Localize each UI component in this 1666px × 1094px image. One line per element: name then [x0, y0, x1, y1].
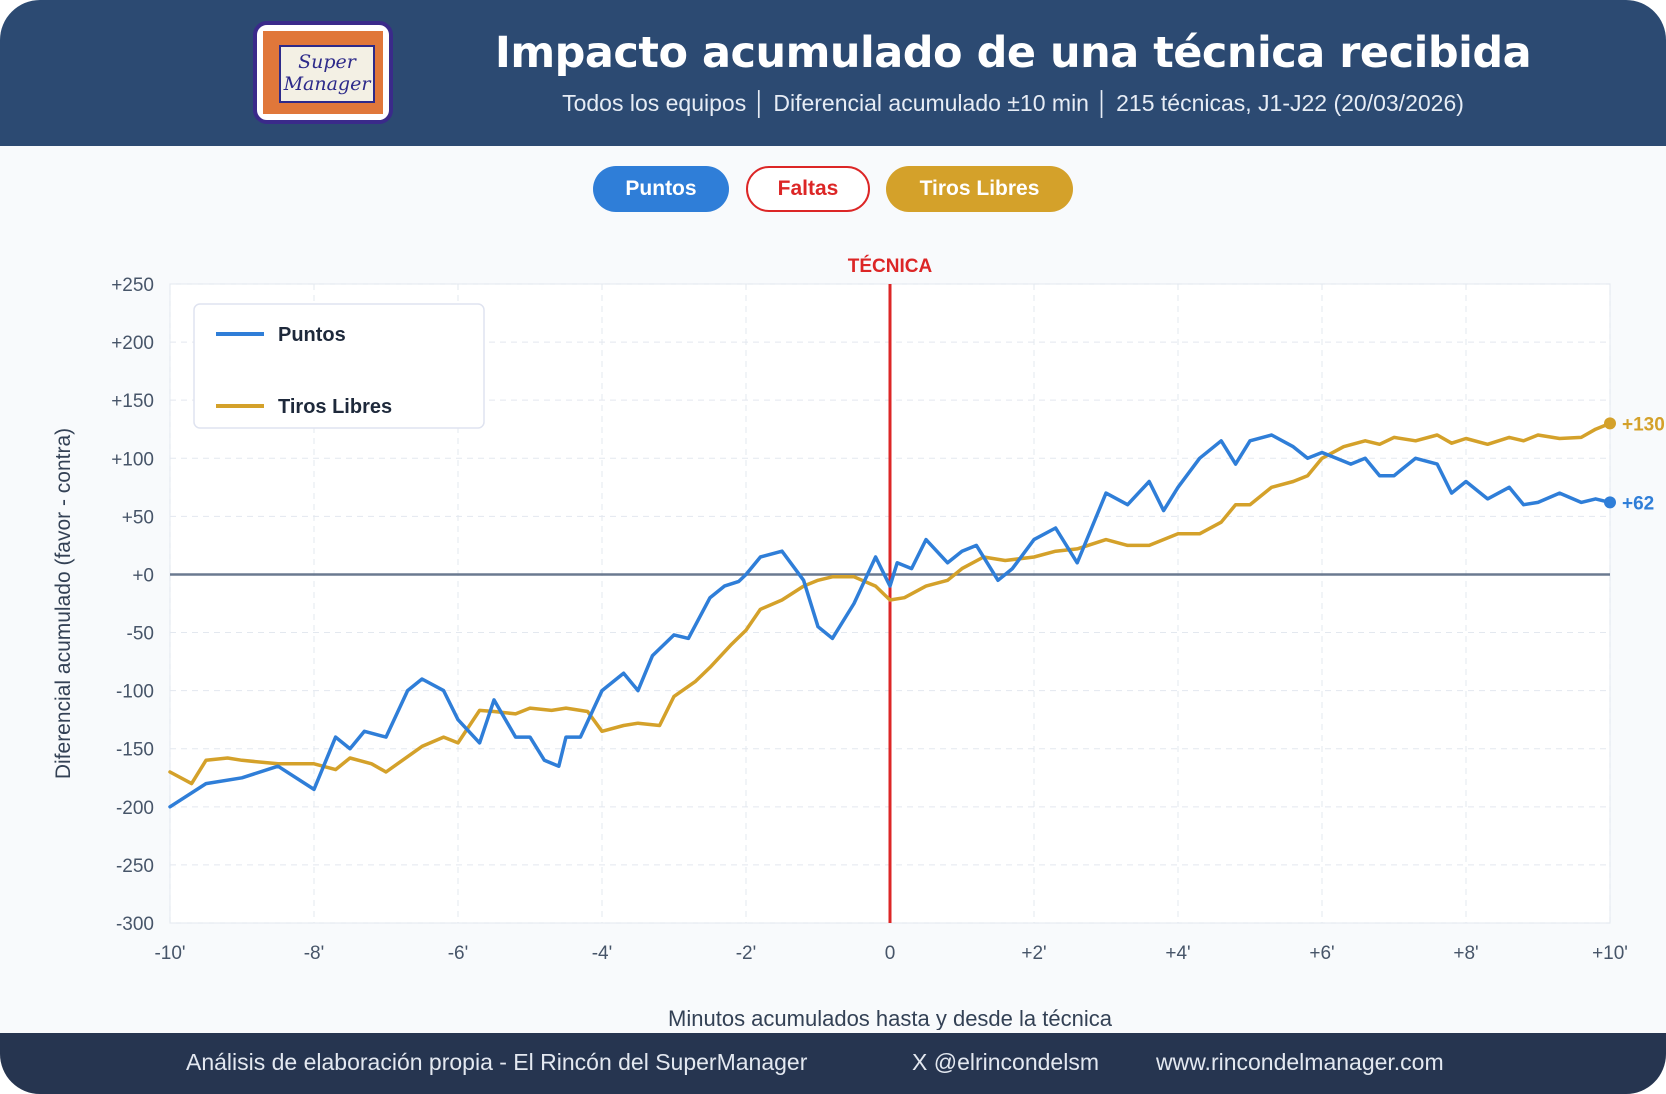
x-tick-label: -2'	[736, 943, 757, 964]
x-tick-label: -10'	[154, 943, 185, 964]
line-chart: +250 +200 +150 +100 +50 +0 -50 -100 -150 -200 -250…	[52, 255, 1665, 1030]
legend-label-tiros-libres: Tiros Libres	[278, 396, 392, 418]
y-tick-label: -300	[116, 914, 154, 935]
logo-text: Super Manager	[279, 45, 375, 103]
y-tick-label: -150	[116, 740, 154, 761]
footer-credit: Análisis de elaboración propia - El Rinc…	[186, 1049, 808, 1075]
logo-text-line1: Super	[298, 51, 356, 73]
supermanager-logo: Super Manager	[253, 21, 393, 124]
logo-text-line2: Manager	[283, 73, 371, 95]
x-tick-label: +2'	[1021, 943, 1046, 964]
y-tick-label: +250	[111, 275, 154, 296]
y-tick-label: +200	[111, 333, 154, 354]
legend-box	[193, 303, 485, 429]
page-subtitle: Todos los equipos │ Diferencial acumulad…	[562, 90, 1464, 116]
x-tick-label: -6'	[448, 943, 469, 964]
series-line-puntos	[168, 433, 1612, 809]
end-label-tiros-libres: +130	[1622, 414, 1665, 435]
y-tick-label: +150	[111, 391, 154, 412]
y-tick-label: -200	[116, 798, 154, 819]
x-tick-label: 0	[885, 943, 896, 964]
y-tick-label: -100	[116, 682, 154, 703]
series-line-tiros-libres	[168, 421, 1612, 786]
x-tick-label: -4'	[592, 943, 613, 964]
y-tick-label: +0	[132, 565, 154, 586]
y-tick-label: +50	[122, 507, 154, 528]
footer-website-link[interactable]: www.rincondelmanager.com	[1156, 1049, 1444, 1075]
footer-bar: Análisis de elaboración propia - El Rinc…	[0, 1033, 1666, 1094]
y-tick-label: -250	[116, 856, 154, 877]
toggle-tiros-libres-button[interactable]: Tiros Libres	[886, 166, 1073, 212]
end-point-puntos	[1604, 496, 1616, 509]
header-banner: Super Manager Impacto acumulado de una t…	[0, 0, 1666, 146]
toggle-faltas-button[interactable]: Faltas	[746, 166, 870, 212]
toggle-puntos-button[interactable]: Puntos	[593, 166, 729, 212]
x-tick-label: +4'	[1165, 943, 1190, 964]
y-tick-label: +100	[111, 449, 154, 470]
end-label-puntos: +62	[1622, 493, 1654, 514]
legend-label-puntos: Puntos	[278, 324, 346, 346]
x-tick-label: +8'	[1453, 943, 1478, 964]
end-point-tiros-libres	[1604, 417, 1616, 430]
page-title: Impacto acumulado de una técnica recibid…	[494, 28, 1532, 78]
x-tick-label: +6'	[1309, 943, 1334, 964]
x-axis-label: Minutos acumulados hasta y desde la técn…	[668, 1006, 1113, 1030]
tecnica-marker-label: TÉCNICA	[848, 255, 933, 277]
x-tick-label: +10'	[1592, 943, 1628, 964]
y-tick-label: -50	[127, 624, 154, 645]
x-tick-label: -8'	[304, 943, 325, 964]
footer-social-handle[interactable]: X @elrincondelsm	[912, 1049, 1099, 1075]
y-axis-label: Diferencial acumulado (favor - contra)	[52, 428, 75, 779]
